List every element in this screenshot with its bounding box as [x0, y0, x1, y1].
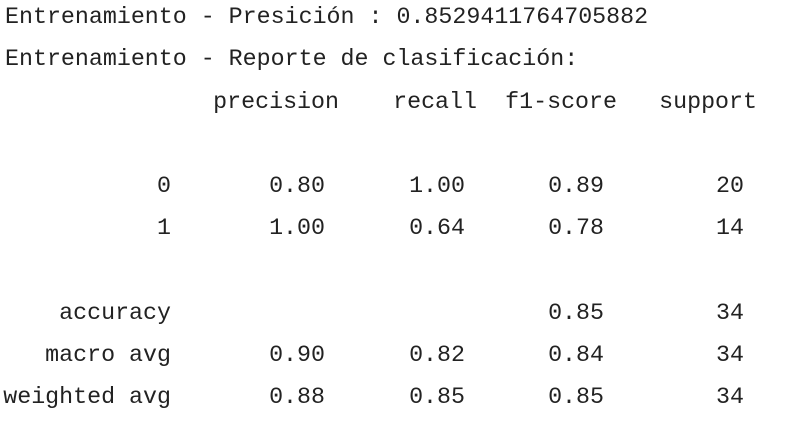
f1-score-value: 0.78 — [548, 215, 604, 241]
recall-value: 0.82 — [409, 342, 465, 368]
precision-value: 0.88 — [269, 384, 325, 410]
precision-value: 1.00 — [269, 215, 325, 241]
f1-score-value: 0.89 — [548, 173, 604, 199]
support-value: 14 — [716, 215, 744, 241]
recall-value: 1.00 — [409, 173, 465, 199]
training-accuracy-line: Entrenamiento - Presición : 0.8529411764… — [5, 4, 649, 30]
precision-header: precision — [213, 89, 339, 115]
classification-report-title: Entrenamiento - Reporte de clasificación… — [5, 46, 579, 72]
precision-value: 0.80 — [269, 173, 325, 199]
support-value: 20 — [716, 173, 744, 199]
class-label: 1 — [157, 215, 171, 241]
f1-score-value: 0.85 — [548, 300, 604, 326]
f1-score-value: 0.85 — [548, 384, 604, 410]
recall-header: recall — [393, 89, 477, 115]
support-value: 34 — [716, 342, 744, 368]
precision-value: 0.90 — [269, 342, 325, 368]
summary-label: weighted avg — [3, 384, 171, 410]
f1-score-header: f1-score — [505, 89, 617, 115]
recall-value: 0.85 — [409, 384, 465, 410]
recall-value: 0.64 — [409, 215, 465, 241]
f1-score-value: 0.84 — [548, 342, 604, 368]
summary-label: macro avg — [45, 342, 171, 368]
class-label: 0 — [157, 173, 171, 199]
support-value: 34 — [716, 384, 744, 410]
support-value: 34 — [716, 300, 744, 326]
support-header: support — [659, 89, 757, 115]
summary-label: accuracy — [59, 300, 171, 326]
